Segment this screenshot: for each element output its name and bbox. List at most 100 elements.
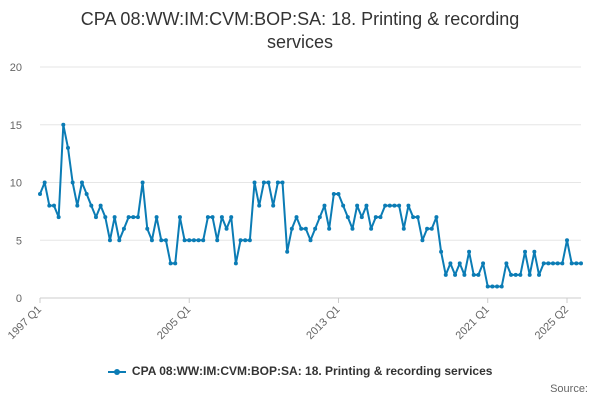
data-point[interactable] (261, 180, 266, 185)
data-point[interactable] (392, 203, 397, 208)
data-point[interactable] (467, 249, 472, 254)
data-point[interactable] (280, 180, 285, 185)
data-point[interactable] (448, 261, 453, 266)
data-point[interactable] (215, 238, 220, 243)
data-point[interactable] (313, 226, 318, 231)
data-point[interactable] (490, 284, 495, 289)
data-point[interactable] (569, 261, 574, 266)
data-point[interactable] (42, 180, 47, 185)
data-point[interactable] (425, 226, 430, 231)
data-point[interactable] (294, 215, 299, 220)
data-point[interactable] (266, 180, 271, 185)
data-point[interactable] (168, 261, 173, 266)
data-point[interactable] (579, 261, 583, 266)
data-point[interactable] (369, 226, 374, 231)
data-point[interactable] (457, 261, 462, 266)
data-point[interactable] (509, 272, 514, 277)
data-point[interactable] (191, 238, 196, 243)
data-point[interactable] (355, 203, 360, 208)
data-point[interactable] (196, 238, 201, 243)
data-point[interactable] (359, 215, 364, 220)
data-point[interactable] (75, 203, 80, 208)
data-point[interactable] (187, 238, 192, 243)
data-point[interactable] (229, 215, 234, 220)
data-point[interactable] (336, 192, 341, 197)
data-point[interactable] (495, 284, 500, 289)
data-point[interactable] (551, 261, 556, 266)
data-point[interactable] (345, 215, 350, 220)
data-point[interactable] (453, 272, 458, 277)
data-point[interactable] (257, 203, 262, 208)
data-point[interactable] (243, 238, 248, 243)
data-point[interactable] (177, 215, 182, 220)
data-point[interactable] (149, 238, 154, 243)
data-point[interactable] (527, 272, 532, 277)
data-point[interactable] (397, 203, 402, 208)
data-point[interactable] (546, 261, 551, 266)
data-point[interactable] (103, 215, 108, 220)
data-point[interactable] (233, 261, 238, 266)
data-point[interactable] (224, 226, 229, 231)
data-point[interactable] (182, 238, 187, 243)
data-point[interactable] (429, 226, 434, 231)
data-point[interactable] (327, 226, 332, 231)
data-point[interactable] (308, 238, 313, 243)
data-point[interactable] (434, 215, 439, 220)
data-point[interactable] (537, 272, 542, 277)
data-point[interactable] (383, 203, 388, 208)
data-point[interactable] (140, 180, 145, 185)
data-point[interactable] (47, 203, 52, 208)
data-point[interactable] (322, 203, 327, 208)
data-point[interactable] (387, 203, 392, 208)
data-point[interactable] (574, 261, 579, 266)
data-point[interactable] (462, 272, 467, 277)
data-point[interactable] (406, 203, 411, 208)
data-point[interactable] (107, 238, 112, 243)
data-point[interactable] (504, 261, 509, 266)
data-point[interactable] (135, 215, 140, 220)
data-point[interactable] (117, 238, 122, 243)
data-point[interactable] (219, 215, 224, 220)
data-point[interactable] (378, 215, 383, 220)
data-point[interactable] (532, 249, 537, 254)
data-point[interactable] (89, 203, 94, 208)
data-point[interactable] (79, 180, 84, 185)
data-point[interactable] (271, 203, 276, 208)
data-point[interactable] (541, 261, 546, 266)
data-point[interactable] (373, 215, 378, 220)
data-point[interactable] (126, 215, 131, 220)
data-point[interactable] (350, 226, 355, 231)
data-point[interactable] (289, 226, 294, 231)
data-point[interactable] (499, 284, 504, 289)
data-point[interactable] (420, 238, 425, 243)
data-point[interactable] (201, 238, 206, 243)
data-point[interactable] (247, 238, 252, 243)
data-point[interactable] (299, 226, 304, 231)
data-point[interactable] (238, 238, 243, 243)
legend[interactable]: CPA 08:WW:IM:CVM:BOP:SA: 18. Printing & … (0, 364, 600, 378)
data-point[interactable] (131, 215, 136, 220)
data-point[interactable] (145, 226, 150, 231)
data-point[interactable] (523, 249, 528, 254)
data-point[interactable] (275, 180, 280, 185)
data-point[interactable] (173, 261, 178, 266)
data-point[interactable] (560, 261, 565, 266)
data-point[interactable] (401, 226, 406, 231)
data-point[interactable] (285, 249, 290, 254)
data-point[interactable] (98, 203, 103, 208)
data-point[interactable] (252, 180, 257, 185)
data-point[interactable] (513, 272, 518, 277)
data-point[interactable] (303, 226, 308, 231)
data-point[interactable] (331, 192, 336, 197)
data-point[interactable] (65, 145, 70, 150)
data-point[interactable] (485, 284, 490, 289)
data-point[interactable] (210, 215, 215, 220)
data-point[interactable] (84, 192, 89, 197)
data-point[interactable] (443, 272, 448, 277)
data-point[interactable] (439, 249, 444, 254)
data-point[interactable] (476, 272, 481, 277)
data-point[interactable] (518, 272, 523, 277)
data-point[interactable] (38, 192, 42, 197)
data-point[interactable] (112, 215, 117, 220)
data-point[interactable] (317, 215, 322, 220)
